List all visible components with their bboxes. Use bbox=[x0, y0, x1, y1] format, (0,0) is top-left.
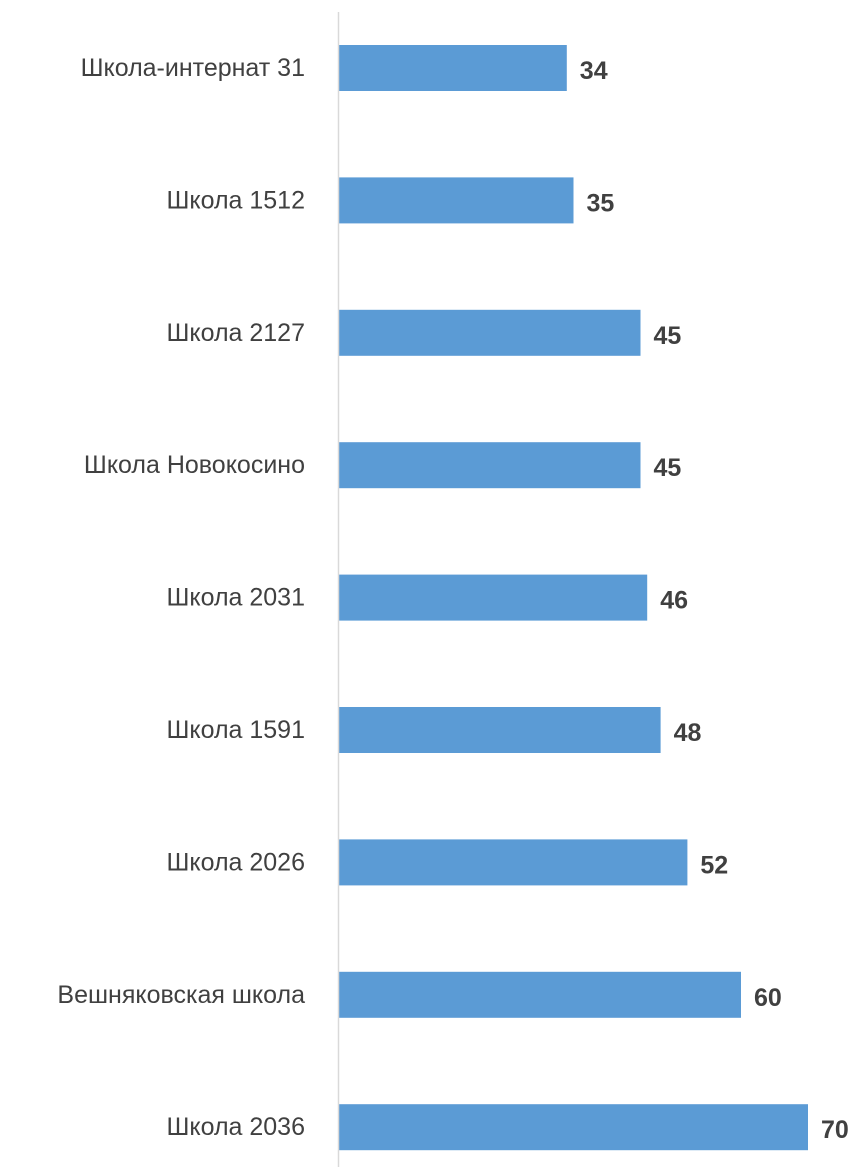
value-label: 70 bbox=[821, 1116, 849, 1144]
category-label: Школа 1591 bbox=[166, 716, 305, 744]
value-label: 45 bbox=[654, 454, 682, 482]
category-label: Школа 2036 bbox=[166, 1113, 305, 1141]
value-label: 46 bbox=[660, 587, 688, 615]
value-label: 45 bbox=[654, 322, 682, 350]
category-label: Вешняковская школа bbox=[57, 981, 305, 1009]
value-label: 60 bbox=[754, 984, 782, 1012]
bar bbox=[339, 45, 567, 91]
value-label: 34 bbox=[580, 57, 608, 85]
bar bbox=[339, 1104, 808, 1151]
category-label: Школа 2127 bbox=[166, 319, 305, 347]
bar bbox=[339, 707, 661, 753]
bar bbox=[339, 839, 688, 886]
bar bbox=[339, 971, 741, 1018]
value-labels-group: 34 35 45 45 46 48 52 60 70 bbox=[580, 57, 849, 1144]
value-label: 35 bbox=[587, 189, 615, 217]
bar bbox=[339, 309, 641, 356]
category-label: Школа-интернат 31 bbox=[81, 54, 305, 82]
category-labels-group: Школа-интернат 31 Школа 1512 Школа 2127 Шко… bbox=[57, 54, 305, 1141]
category-label: Школа Новокосино bbox=[84, 451, 305, 479]
value-label: 48 bbox=[674, 719, 702, 747]
value-label: 52 bbox=[700, 851, 728, 879]
bars-group bbox=[339, 45, 808, 1151]
bar bbox=[339, 574, 648, 621]
category-label: Школа 2031 bbox=[166, 584, 305, 612]
category-label: Школа 1512 bbox=[166, 186, 305, 214]
bar bbox=[339, 442, 641, 489]
category-label: Школа 2026 bbox=[166, 848, 305, 876]
bar bbox=[339, 177, 574, 224]
